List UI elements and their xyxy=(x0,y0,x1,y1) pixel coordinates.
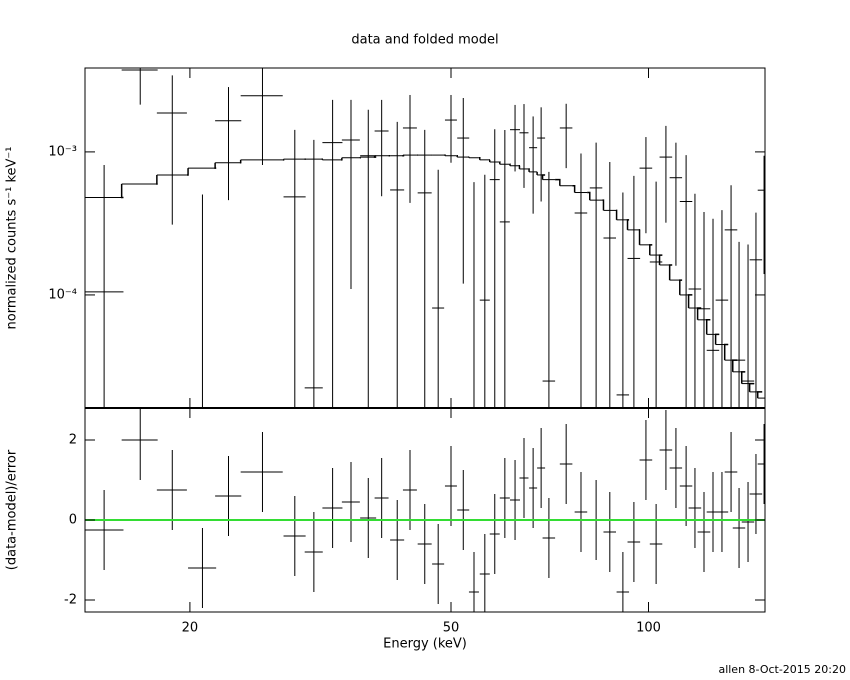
top-plot xyxy=(85,68,765,408)
model-connector xyxy=(555,178,561,186)
model-connector xyxy=(518,165,521,169)
y-axis-label: (data-model)/error xyxy=(5,449,20,570)
y-tick-label: -2 xyxy=(64,593,77,608)
model-connector xyxy=(282,159,285,161)
x-tick-label: 100 xyxy=(636,621,661,636)
model-connector xyxy=(748,382,755,392)
model-connector xyxy=(668,264,673,281)
y-tick-label: 10⁻⁴ xyxy=(48,287,77,302)
model-connector xyxy=(214,162,217,169)
model-connector xyxy=(732,359,738,372)
x-tick-label: 20 xyxy=(182,621,199,636)
model-connector xyxy=(658,254,663,265)
model-connector xyxy=(528,168,530,172)
model-connector xyxy=(541,174,546,180)
model-connector xyxy=(341,157,343,161)
model-connector xyxy=(638,229,641,245)
model-connector xyxy=(687,294,693,309)
model-connector xyxy=(444,154,446,156)
model-connector xyxy=(705,319,711,335)
model-connector xyxy=(120,183,124,199)
bottom-plot xyxy=(85,408,765,612)
x-tick-label: 50 xyxy=(443,621,460,636)
frame xyxy=(84,67,766,613)
y-tick-label: 2 xyxy=(69,433,77,448)
model-connector xyxy=(723,343,729,361)
y-tick-label: 10⁻³ xyxy=(48,144,77,159)
model-connector xyxy=(740,371,746,384)
model-connector xyxy=(649,244,653,256)
model-connector xyxy=(756,391,763,399)
model-connector xyxy=(626,219,630,230)
model-connector xyxy=(156,174,158,185)
model-connector xyxy=(615,209,618,220)
chart-title: data and folded model xyxy=(351,33,498,48)
model-connector xyxy=(572,184,576,193)
axes: 10⁻³ 10⁻⁴ -2 0 2 20 50 100 xyxy=(48,68,765,636)
y-tick-label: 0 xyxy=(69,513,77,528)
model-connector xyxy=(714,333,720,345)
y-axis-label: normalized counts s⁻¹ keV⁻¹ xyxy=(5,147,20,330)
model-connector xyxy=(696,307,702,320)
model-connector xyxy=(679,279,683,295)
model-connector xyxy=(239,159,242,164)
model-connector xyxy=(587,191,591,201)
model-connector xyxy=(186,168,189,176)
footer: allen 8-Oct-2015 20:20 xyxy=(718,663,846,676)
model-connector xyxy=(478,157,481,160)
x-axis-label: Energy (keV) xyxy=(383,637,467,652)
model-connector xyxy=(602,199,605,211)
